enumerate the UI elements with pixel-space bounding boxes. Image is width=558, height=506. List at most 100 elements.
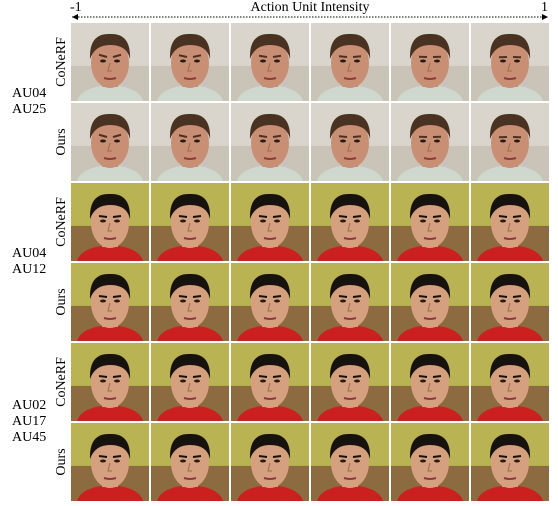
hair <box>89 353 131 379</box>
eye <box>514 459 520 463</box>
face-image <box>391 23 469 101</box>
eye <box>500 459 506 463</box>
mouth <box>103 77 117 80</box>
brow <box>98 295 108 298</box>
nose <box>427 462 432 472</box>
axis-left-label: -1 <box>70 0 82 15</box>
face-image <box>71 183 149 261</box>
eye <box>100 219 106 223</box>
brow <box>258 134 268 138</box>
mouth <box>183 317 197 320</box>
hair <box>89 433 131 459</box>
brow <box>352 375 362 378</box>
mouth <box>423 397 437 400</box>
eye <box>500 59 506 63</box>
nose <box>187 302 192 312</box>
brow <box>98 455 108 458</box>
nose <box>107 62 112 72</box>
shirt <box>77 165 143 181</box>
eye <box>274 219 280 223</box>
face-image <box>311 183 389 261</box>
eye <box>434 299 440 303</box>
face-image <box>231 263 309 341</box>
eye <box>354 299 360 303</box>
nose <box>507 222 512 232</box>
face-image <box>391 423 469 501</box>
hair <box>329 353 371 379</box>
brow <box>178 54 188 58</box>
shirt <box>77 85 143 101</box>
brow <box>352 55 362 58</box>
hair <box>409 113 451 139</box>
hair <box>89 193 131 219</box>
nose <box>187 382 192 392</box>
nose <box>427 62 432 72</box>
eye <box>100 459 106 463</box>
nose <box>507 382 512 392</box>
eye <box>354 219 360 223</box>
brow <box>352 295 362 298</box>
mouth <box>423 317 437 320</box>
eye <box>500 219 506 223</box>
eye <box>100 59 106 63</box>
eye <box>420 59 426 63</box>
shirt <box>317 165 383 181</box>
face-image <box>71 343 149 421</box>
face-image <box>471 263 549 341</box>
shirt <box>397 325 463 341</box>
hair <box>409 433 451 459</box>
face-image <box>311 423 389 501</box>
eye <box>514 219 520 223</box>
brow <box>338 375 348 378</box>
hair <box>329 273 371 299</box>
brow <box>192 134 202 138</box>
eye <box>260 219 266 223</box>
hair <box>169 113 211 139</box>
action-unit-label: AU17 <box>12 414 46 429</box>
nose <box>187 222 192 232</box>
method-label: CoNeRF <box>54 357 69 407</box>
face-image <box>471 183 549 261</box>
eye <box>274 459 280 463</box>
action-unit-label: AU12 <box>12 262 46 277</box>
face-image <box>471 23 549 101</box>
shirt <box>397 405 463 421</box>
eye <box>514 379 520 383</box>
hair <box>409 353 451 379</box>
eye <box>354 459 360 463</box>
nose <box>427 382 432 392</box>
nose <box>507 302 512 312</box>
hair <box>489 33 531 59</box>
mouth <box>503 397 517 400</box>
mouth <box>423 477 437 480</box>
nose <box>427 222 432 232</box>
shirt <box>77 245 143 261</box>
shirt <box>77 485 143 501</box>
brow <box>352 135 362 138</box>
brow <box>432 455 442 458</box>
eye <box>354 59 360 63</box>
eye <box>354 139 360 143</box>
face-image <box>151 263 229 341</box>
mouth <box>103 477 117 480</box>
nose <box>187 62 192 72</box>
shirt <box>157 85 223 101</box>
eye <box>514 59 520 63</box>
brow <box>338 55 348 58</box>
brow <box>112 53 122 58</box>
shirt <box>157 405 223 421</box>
nose <box>507 142 512 152</box>
shirt <box>157 485 223 501</box>
hair <box>169 273 211 299</box>
brow <box>338 295 348 298</box>
brow <box>192 295 202 298</box>
mouth <box>503 477 517 480</box>
mouth <box>183 237 197 240</box>
shirt <box>237 85 303 101</box>
shirt <box>237 485 303 501</box>
face-image <box>471 423 549 501</box>
brow <box>338 215 348 218</box>
brow <box>512 375 522 378</box>
brow <box>432 295 442 298</box>
eye <box>180 219 186 223</box>
